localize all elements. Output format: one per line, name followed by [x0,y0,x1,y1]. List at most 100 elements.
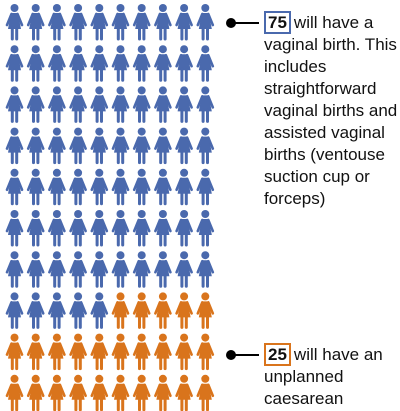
person-icon [154,374,172,411]
person-icon [69,292,87,329]
person-icon [69,45,87,82]
person-icon [132,210,151,247]
person-icon [26,4,45,41]
person-icon [90,210,109,247]
person-icon [154,210,172,247]
person-icon [48,4,66,41]
person-icon [48,127,66,165]
count-box-caesarean: 25 [264,343,291,366]
person-icon [26,45,45,82]
person-icon [111,4,130,41]
person-icon [90,86,109,123]
person-icon [90,251,109,288]
person-icon [90,333,109,371]
callout-text-vaginal: will have a vaginal birth. This includes… [264,13,398,208]
person-icon [132,292,151,329]
person-icon [90,127,109,165]
count-box-vaginal: 75 [264,11,291,34]
person-icon [154,45,172,82]
person-icon [5,4,24,41]
person-icon [48,45,66,82]
person-icon [154,168,172,206]
person-icon [69,251,87,288]
person-icon [132,4,151,41]
person-icon [26,210,45,247]
person-icon [69,168,87,206]
person-icon [5,45,24,82]
person-icon [196,292,215,329]
person-icon [111,292,130,329]
person-icon [154,4,172,41]
person-icon [175,168,193,206]
person-icon [175,45,193,82]
person-icon [154,251,172,288]
person-icon [132,168,151,206]
person-icon [5,292,24,329]
person-icon [5,210,24,247]
person-icon [90,168,109,206]
person-icon [196,210,215,247]
person-icon [5,374,24,411]
person-icon [69,333,87,371]
person-icon [111,210,130,247]
person-icon [5,86,24,123]
person-icon [154,127,172,165]
person-icon [132,45,151,82]
callout-pointer [226,18,259,28]
person-icon [26,168,45,206]
person-icon [69,4,87,41]
person-icon [111,374,130,411]
person-icon [26,127,45,165]
callout-text-caesarean: will have an unplanned caesarean [264,345,383,408]
person-icon [90,4,109,41]
person-icon [175,374,193,411]
person-icon [26,251,45,288]
person-icon [48,292,66,329]
person-icon [175,127,193,165]
person-icon [90,374,109,411]
person-icon [196,374,215,411]
person-icon [26,333,45,371]
person-icon [111,168,130,206]
person-icon [5,168,24,206]
person-icon [111,45,130,82]
callout-pointer [226,350,259,360]
person-icon [154,86,172,123]
person-icon [111,86,130,123]
person-icon [154,333,172,371]
person-icon [196,127,215,165]
person-icon [132,333,151,371]
person-icon [196,251,215,288]
person-icon [90,45,109,82]
person-icon [132,374,151,411]
person-icon [26,292,45,329]
person-icon [132,127,151,165]
person-icon [175,4,193,41]
person-icon [175,292,193,329]
person-icon [175,86,193,123]
person-icon [69,127,87,165]
person-icon [196,168,215,206]
person-icon [175,251,193,288]
person-icon [48,251,66,288]
person-icon [111,251,130,288]
person-icon [48,210,66,247]
person-icon [196,45,215,82]
person-icon [26,374,45,411]
person-icon [132,251,151,288]
person-icon [175,333,193,371]
person-icon [175,210,193,247]
person-icon [48,168,66,206]
person-icon [196,4,215,41]
person-icon [154,292,172,329]
person-icon [69,210,87,247]
person-icon [196,86,215,123]
person-icon [196,333,215,371]
person-icon [48,333,66,371]
person-icon [48,374,66,411]
person-icon [90,292,109,329]
person-icon [111,127,130,165]
person-icon [132,86,151,123]
person-icon [69,86,87,123]
person-icon [5,127,24,165]
